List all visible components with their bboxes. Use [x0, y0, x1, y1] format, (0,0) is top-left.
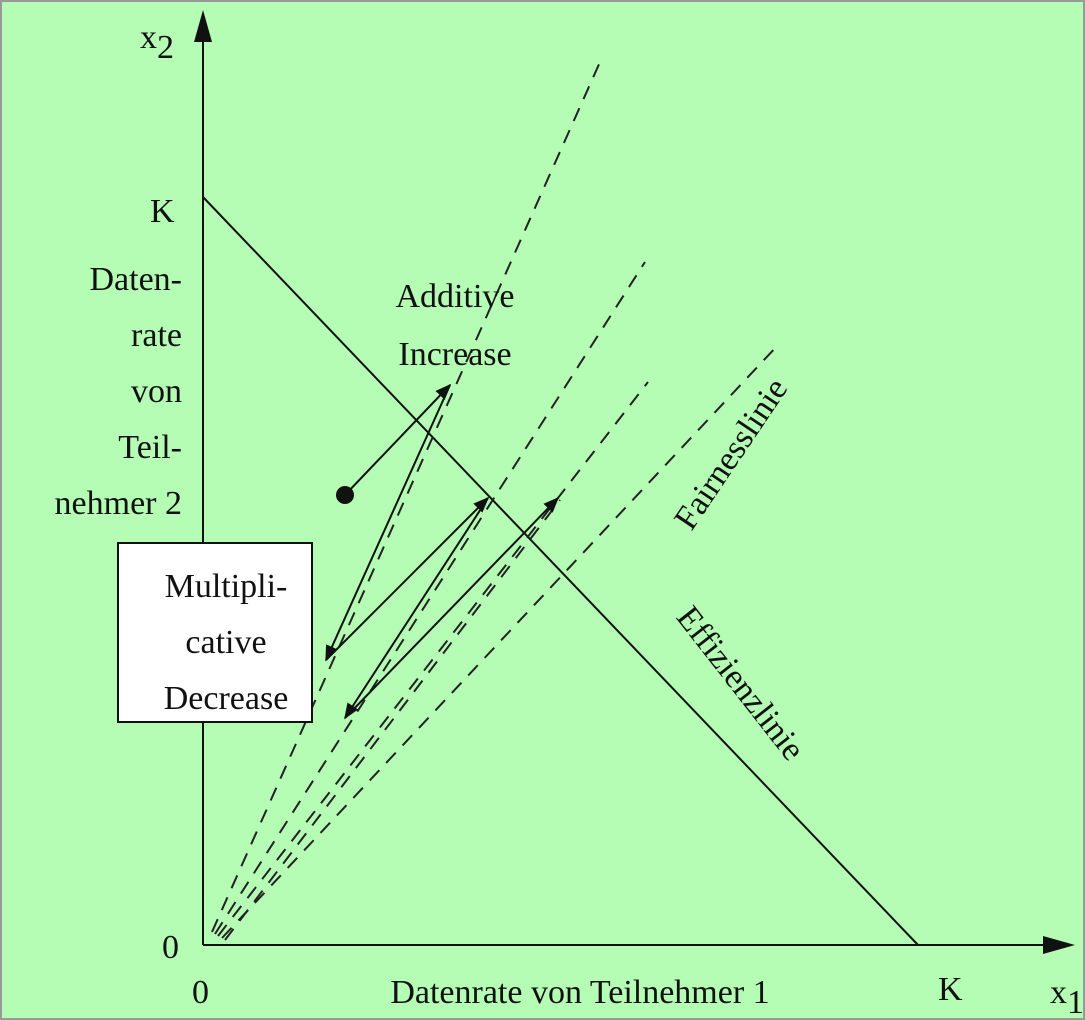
efficiency-line: [202, 196, 919, 946]
additive-label: Additive Increase: [396, 278, 515, 373]
y-symbol: x2: [140, 19, 174, 66]
x-arrow: [1043, 936, 1075, 954]
x-origin-label: 0: [192, 974, 209, 1011]
label: x: [1050, 974, 1067, 1011]
x-symbol: x1: [1050, 974, 1084, 1020]
trajectory: [325, 383, 560, 720]
label: Multipli-: [165, 568, 288, 605]
label: cative: [185, 624, 266, 661]
y-max-label: K: [150, 193, 175, 230]
x-max-label: K: [938, 971, 963, 1008]
label: 1: [1067, 984, 1084, 1020]
label: Additive: [396, 278, 515, 315]
y-title: Daten- rate von Teil- nehmer 2: [55, 261, 182, 522]
x-title: Datenrate von Teilnehmer 1: [390, 974, 769, 1011]
label: 2: [157, 29, 174, 66]
label: Decrease: [164, 680, 289, 717]
y-origin-label: 0: [162, 929, 179, 966]
label: rate: [131, 317, 182, 354]
label: nehmer 2: [55, 485, 182, 522]
dashed-lines: [211, 61, 779, 941]
label: Teil-: [118, 429, 182, 466]
multiplicative-label: Multipli- cative Decrease: [164, 568, 289, 717]
label: Daten-: [89, 261, 182, 298]
label: x: [140, 19, 157, 56]
multiplicative-box: [117, 542, 313, 723]
y-arrow: [194, 10, 212, 42]
label: Increase: [398, 336, 511, 373]
label: von: [131, 373, 182, 410]
